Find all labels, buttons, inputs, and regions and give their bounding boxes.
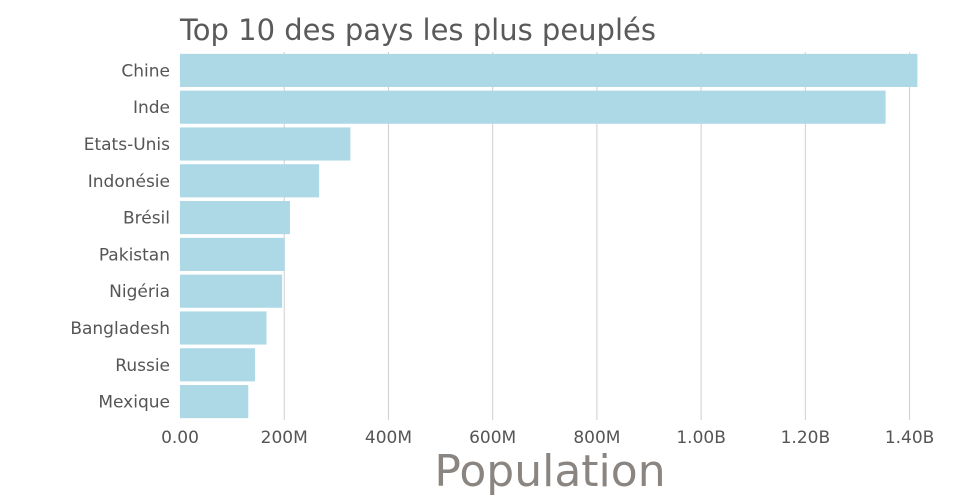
category-label: Indonésie xyxy=(88,172,170,192)
category-label: Nigéria xyxy=(109,282,170,302)
chart-title: Top 10 des pays les plus peuplés xyxy=(179,13,656,47)
x-tick-label: 400M xyxy=(365,428,412,448)
x-tick-label: 600M xyxy=(469,428,516,448)
x-tick-label: 200M xyxy=(261,428,308,448)
x-tick-label: 1.20B xyxy=(781,428,831,448)
category-labels: Chine Inde Etats-Unis Indonésie Brésil Pakist… xyxy=(70,61,170,412)
category-label: Russie xyxy=(115,356,170,376)
bar-nig-ria[interactable] xyxy=(180,274,283,308)
x-axis-label: Population xyxy=(434,446,665,497)
x-tick-label: 0.00 xyxy=(161,428,199,448)
bar-pakistan[interactable] xyxy=(180,237,285,271)
bars xyxy=(180,53,918,419)
x-tick-label: 1.40B xyxy=(885,428,935,448)
category-label: Inde xyxy=(133,98,170,118)
category-label: Mexique xyxy=(98,393,170,413)
x-tick-label: 800M xyxy=(573,428,620,448)
bar-mexique[interactable] xyxy=(180,385,249,419)
bar-etats-unis[interactable] xyxy=(180,127,351,161)
x-tick-labels: 0.00 200M 400M 600M 800M 1.00B 1.20B 1.40B xyxy=(161,428,934,448)
x-tick-label: 1.00B xyxy=(676,428,726,448)
bar-br-sil[interactable] xyxy=(180,201,290,235)
category-label: Bangladesh xyxy=(70,319,170,339)
category-label: Brésil xyxy=(123,209,170,229)
category-label: Etats-Unis xyxy=(84,135,170,155)
category-label: Pakistan xyxy=(99,245,170,265)
bar-inde[interactable] xyxy=(180,90,886,124)
bar-bangladesh[interactable] xyxy=(180,311,267,345)
bar-russie[interactable] xyxy=(180,348,256,382)
category-label: Chine xyxy=(121,61,170,81)
bar-chine[interactable] xyxy=(180,53,918,87)
bar-indon-sie[interactable] xyxy=(180,164,320,198)
